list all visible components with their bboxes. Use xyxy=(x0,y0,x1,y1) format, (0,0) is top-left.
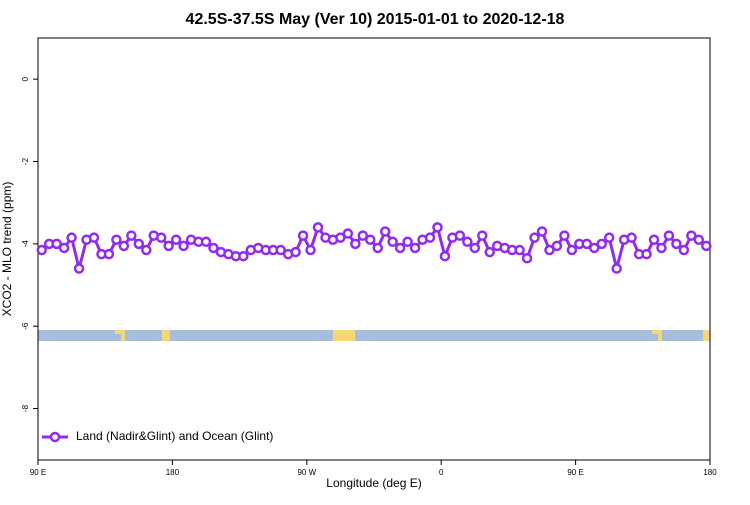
data-point xyxy=(521,253,533,264)
x-tick-label: 0 xyxy=(439,468,444,477)
data-point xyxy=(297,230,309,241)
data-point xyxy=(529,232,540,243)
data-point xyxy=(387,236,398,248)
data-point xyxy=(103,248,115,260)
surface-strip xyxy=(38,330,710,341)
data-point xyxy=(141,244,152,256)
data-point xyxy=(671,238,682,250)
chart-title: 42.5S-37.5S May (Ver 10) 2015-01-01 to 2… xyxy=(186,11,565,28)
data-point xyxy=(469,242,481,254)
y-tick-label: -8 xyxy=(21,404,30,412)
data-point xyxy=(208,242,219,254)
data-point xyxy=(163,240,174,252)
data-point xyxy=(663,230,675,241)
data-point xyxy=(312,222,324,233)
data-point xyxy=(656,242,667,254)
data-point xyxy=(275,244,286,256)
data-point xyxy=(678,244,690,256)
data-point xyxy=(626,232,637,243)
data-point xyxy=(73,263,85,274)
data-point xyxy=(596,238,607,250)
data-point xyxy=(178,240,189,252)
data-point xyxy=(454,230,466,241)
legend-marker xyxy=(49,431,61,443)
data-point xyxy=(462,236,473,248)
y-tick-label: -6 xyxy=(21,322,30,330)
data-point xyxy=(701,240,712,252)
data-point xyxy=(686,230,697,241)
data-point xyxy=(133,238,145,250)
data-point xyxy=(170,234,182,245)
data-point xyxy=(66,232,77,243)
data-point xyxy=(611,263,622,274)
data-point xyxy=(305,244,316,256)
data-point xyxy=(409,242,421,254)
data-point xyxy=(51,238,62,250)
x-tick-label: 180 xyxy=(703,468,717,477)
data-point xyxy=(379,226,391,237)
data-point xyxy=(514,244,525,256)
data-point xyxy=(536,226,548,237)
data-point xyxy=(581,238,593,250)
data-point xyxy=(551,240,563,252)
data-point xyxy=(342,228,354,239)
y-tick-label: -2 xyxy=(21,157,30,165)
data-point xyxy=(402,236,413,248)
x-axis-label: Longitude (deg E) xyxy=(326,476,421,490)
data-point xyxy=(603,232,615,243)
x-tick-label: 90 E xyxy=(567,468,583,477)
y-tick-label: 0 xyxy=(21,76,30,81)
legend-label: Land (Nadir&Glint) and Ocean (Glint) xyxy=(76,429,273,443)
y-tick-label: -4 xyxy=(21,240,30,248)
data-point xyxy=(544,244,555,256)
data-point xyxy=(238,250,249,262)
data-point xyxy=(559,230,570,241)
data-point xyxy=(155,232,167,243)
data-point xyxy=(477,230,488,241)
data-point xyxy=(432,222,443,233)
x-tick-label: 90 E xyxy=(30,468,46,477)
data-point xyxy=(589,242,600,254)
data-point xyxy=(641,248,652,260)
data-point xyxy=(126,230,137,241)
data-point xyxy=(372,242,383,254)
data-point xyxy=(200,236,212,248)
data-point xyxy=(58,242,70,254)
data-point xyxy=(350,238,361,250)
data-point xyxy=(335,232,346,243)
x-tick-label: 90 W xyxy=(297,468,316,477)
data-point xyxy=(394,242,406,254)
data-point xyxy=(111,234,122,245)
y-axis-label: XCO2 - MLO trend (ppm) xyxy=(0,182,14,317)
data-point xyxy=(424,232,436,243)
data-point xyxy=(88,232,100,243)
data-point xyxy=(693,234,705,245)
data-point xyxy=(566,244,578,256)
data-point xyxy=(357,230,369,241)
data-point xyxy=(36,244,47,256)
data-point xyxy=(648,234,660,245)
x-tick-label: 180 xyxy=(166,468,180,477)
data-point xyxy=(484,246,495,258)
data-point xyxy=(365,234,376,245)
data-point xyxy=(118,240,130,252)
legend: Land (Nadir&Glint) and Ocean (Glint) xyxy=(42,429,273,443)
data-point xyxy=(439,250,451,262)
data-point xyxy=(290,246,301,258)
